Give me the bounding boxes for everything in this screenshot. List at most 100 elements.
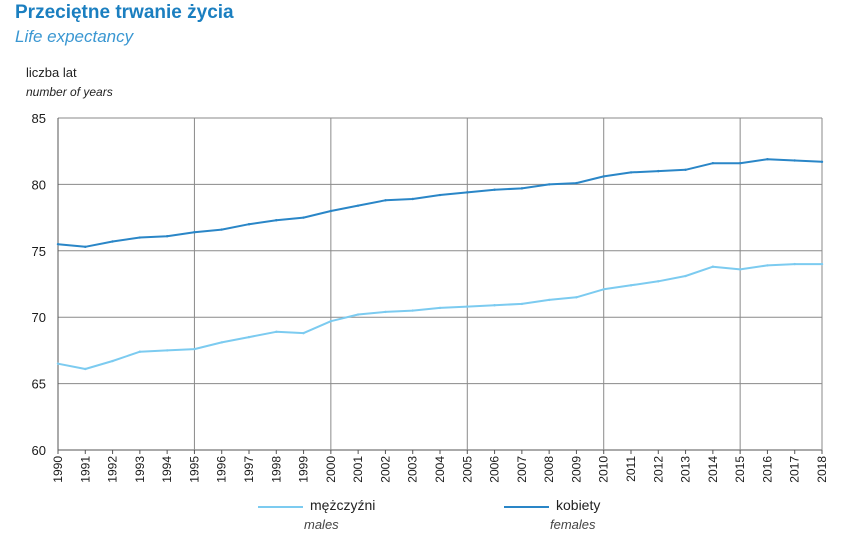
y-tick-label: 70 bbox=[32, 310, 46, 325]
x-tick-label: 1994 bbox=[160, 456, 174, 483]
y-tick-label: 65 bbox=[32, 377, 46, 392]
data-point-males bbox=[547, 298, 551, 302]
x-tick-label: 2017 bbox=[788, 456, 802, 483]
x-tick-label: 1996 bbox=[215, 456, 229, 483]
x-tick-label: 2010 bbox=[597, 456, 611, 483]
data-point-females bbox=[56, 242, 60, 246]
data-point-females bbox=[438, 193, 442, 197]
data-point-males bbox=[111, 359, 114, 363]
data-point-females bbox=[111, 240, 114, 243]
x-tick-label: 2018 bbox=[815, 456, 829, 483]
x-tick-label: 2013 bbox=[679, 456, 693, 483]
data-point-males bbox=[820, 262, 824, 266]
data-point-males bbox=[466, 305, 469, 308]
data-point-males bbox=[629, 284, 633, 287]
legend-label-females-english: females bbox=[550, 517, 596, 532]
x-tick-label: 1997 bbox=[242, 456, 256, 483]
x-tick-label: 1990 bbox=[51, 456, 65, 483]
data-point-males bbox=[138, 350, 142, 353]
y-axis-label: liczba lat bbox=[26, 65, 77, 80]
data-point-females bbox=[711, 161, 715, 165]
chart-subtitle: Life expectancy bbox=[15, 27, 134, 46]
series-line-females bbox=[57, 158, 823, 248]
chart-title: Przeciętne trwanie życia bbox=[15, 2, 234, 23]
x-tick-label: 2006 bbox=[488, 456, 502, 483]
data-point-females bbox=[602, 175, 605, 178]
data-point-males bbox=[193, 347, 196, 351]
data-point-males bbox=[56, 362, 60, 365]
data-point-females bbox=[629, 171, 633, 174]
x-tick-label: 2014 bbox=[706, 456, 720, 483]
x-tick-label: 2004 bbox=[433, 456, 447, 483]
data-point-females bbox=[547, 183, 551, 186]
data-point-females bbox=[275, 219, 278, 222]
x-tick-label: 2011 bbox=[624, 456, 638, 482]
legend-swatch-females bbox=[504, 506, 549, 508]
data-point-males bbox=[220, 341, 223, 344]
data-point-males bbox=[575, 296, 578, 299]
x-tick-label: 2009 bbox=[569, 456, 583, 483]
y-tick-label: 60 bbox=[32, 443, 46, 458]
data-point-females bbox=[820, 160, 824, 164]
legend-label-males-english: males bbox=[304, 517, 339, 532]
x-tick-label: 1992 bbox=[106, 456, 120, 483]
data-point-females bbox=[738, 161, 742, 165]
data-point-females bbox=[493, 188, 496, 191]
x-tick-label: 2012 bbox=[651, 456, 665, 483]
y-tick-label: 75 bbox=[32, 244, 46, 259]
legend-label-males: mężczyźni bbox=[310, 497, 376, 513]
data-point-females bbox=[302, 216, 305, 219]
data-point-males bbox=[738, 268, 742, 271]
data-point-males bbox=[356, 313, 360, 316]
data-point-females bbox=[165, 234, 169, 238]
data-point-females bbox=[684, 168, 687, 171]
data-point-males bbox=[766, 264, 769, 267]
data-point-females bbox=[793, 159, 796, 162]
series-line-males bbox=[57, 263, 822, 370]
x-tick-label: 2007 bbox=[515, 456, 529, 483]
data-point-males bbox=[711, 265, 715, 268]
y-tick-label: 85 bbox=[32, 111, 46, 126]
data-point-females bbox=[466, 191, 469, 194]
x-tick-label: 2008 bbox=[542, 456, 556, 483]
data-point-males bbox=[302, 331, 305, 335]
data-point-females bbox=[384, 199, 387, 202]
data-point-females bbox=[356, 204, 360, 207]
data-point-females bbox=[411, 197, 414, 201]
data-point-males bbox=[411, 309, 414, 312]
data-point-females bbox=[220, 228, 223, 231]
x-tick-label: 1995 bbox=[187, 456, 201, 483]
x-tick-label: 2000 bbox=[324, 456, 338, 483]
x-tick-label: 2005 bbox=[460, 456, 474, 483]
data-point-males bbox=[684, 274, 687, 278]
x-tick-label: 2003 bbox=[406, 456, 420, 483]
x-tick-label: 1999 bbox=[297, 456, 311, 483]
data-point-females bbox=[247, 223, 251, 226]
x-axis-ticks: 1990 1991 1992 1993 1994 1995 1996 1997 1998 1999… bbox=[51, 450, 829, 483]
data-point-males bbox=[275, 330, 278, 334]
y-axis-label-english: number of years bbox=[26, 85, 113, 99]
data-point-females bbox=[575, 181, 578, 185]
data-point-males bbox=[602, 288, 605, 291]
data-point-females bbox=[84, 245, 87, 249]
legend-swatch-males bbox=[258, 506, 303, 508]
x-tick-label: 1998 bbox=[269, 456, 283, 483]
data-point-females bbox=[657, 169, 660, 173]
x-tick-label: 2016 bbox=[760, 456, 774, 483]
series-lines bbox=[56, 157, 824, 371]
x-tick-label: 1993 bbox=[133, 456, 147, 483]
data-point-males bbox=[657, 280, 660, 283]
grid-lines bbox=[57, 117, 823, 451]
x-tick-label: 2015 bbox=[733, 456, 747, 483]
data-point-males bbox=[165, 349, 169, 352]
data-point-males bbox=[793, 262, 796, 266]
data-point-females bbox=[138, 236, 142, 239]
data-point-males bbox=[493, 304, 496, 307]
data-point-males bbox=[84, 367, 87, 371]
data-point-females bbox=[766, 157, 769, 161]
y-tick-label: 80 bbox=[32, 177, 46, 192]
data-point-males bbox=[520, 302, 524, 306]
data-point-females bbox=[193, 231, 196, 234]
data-point-females bbox=[520, 187, 524, 190]
